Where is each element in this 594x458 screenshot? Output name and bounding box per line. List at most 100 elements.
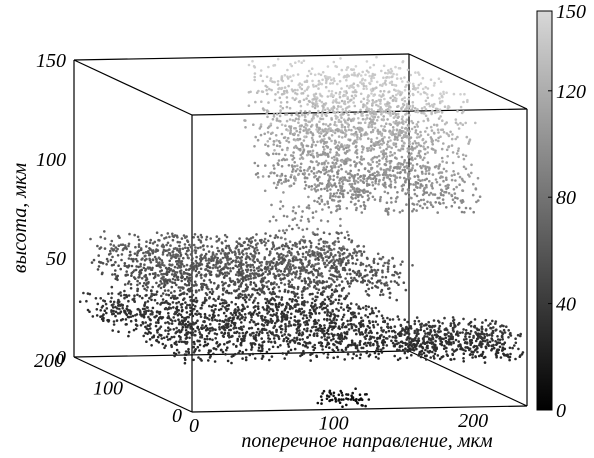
scatter-point xyxy=(271,267,274,270)
scatter-point xyxy=(157,336,160,339)
scatter-point xyxy=(328,298,331,301)
scatter-point xyxy=(259,127,262,130)
scatter-point xyxy=(383,65,386,68)
scatter-point xyxy=(422,145,425,148)
scatter-point xyxy=(385,331,388,334)
scatter-point xyxy=(187,249,190,252)
scatter-point xyxy=(348,87,351,90)
scatter-point xyxy=(236,340,239,343)
scatter-point xyxy=(190,253,193,256)
scatter-point xyxy=(284,323,287,326)
scatter-point xyxy=(269,235,272,238)
scatter-point xyxy=(104,300,107,303)
scatter-point xyxy=(111,304,114,307)
scatter-point xyxy=(274,99,277,102)
scatter-point xyxy=(145,276,148,279)
scatter-point xyxy=(244,313,247,316)
scatter-point xyxy=(187,279,190,282)
scatter-point xyxy=(155,339,158,342)
scatter-point xyxy=(344,298,347,301)
scatter-point xyxy=(171,273,174,276)
scatter-point xyxy=(420,323,423,326)
scatter-point xyxy=(128,233,131,236)
scatter-point xyxy=(369,66,372,69)
scatter-point xyxy=(352,316,355,319)
scatter-point xyxy=(233,322,236,325)
scatter-point xyxy=(372,118,375,121)
scatter-point xyxy=(355,65,358,68)
scatter-point xyxy=(384,284,387,287)
scatter-point xyxy=(281,244,284,247)
scatter-point xyxy=(130,283,133,286)
scatter-point xyxy=(392,73,395,76)
scatter-point xyxy=(451,133,454,136)
scatter-point xyxy=(416,136,419,139)
scatter-point xyxy=(294,120,297,123)
scatter-point xyxy=(314,311,317,314)
scatter-point xyxy=(431,141,434,144)
scatter-point xyxy=(305,246,308,249)
scatter-point xyxy=(324,266,327,269)
scatter-point xyxy=(145,258,148,261)
scatter-point xyxy=(193,299,196,302)
scatter-point xyxy=(231,335,234,338)
scatter-point xyxy=(464,350,467,353)
scatter-point xyxy=(195,249,198,252)
scatter-point xyxy=(333,156,336,159)
scatter-point xyxy=(130,274,133,277)
scatter-point xyxy=(335,319,338,322)
scatter-point xyxy=(254,101,257,104)
scatter-point xyxy=(137,308,140,311)
scatter-point xyxy=(429,356,432,359)
scatter-point xyxy=(295,332,298,335)
scatter-point xyxy=(482,340,485,343)
scatter-point xyxy=(305,344,308,347)
scatter-point xyxy=(106,258,109,261)
scatter-point xyxy=(180,306,183,309)
scatter-point xyxy=(219,265,222,268)
scatter-point xyxy=(402,145,405,148)
scatter-point xyxy=(234,250,237,253)
scatter-point xyxy=(323,318,326,321)
scatter-point xyxy=(358,73,361,76)
scatter-point xyxy=(271,308,274,311)
scatter-point xyxy=(304,110,307,113)
scatter-point xyxy=(324,298,327,301)
scatter-point xyxy=(320,344,323,347)
scatter-point xyxy=(427,87,430,90)
scatter-point xyxy=(424,332,427,335)
scatter-point xyxy=(277,91,280,94)
scatter-point xyxy=(451,336,454,339)
scatter-point xyxy=(270,298,273,301)
scatter-point xyxy=(298,115,301,118)
scatter-point xyxy=(387,140,390,143)
scatter-point xyxy=(346,144,349,147)
scatter-point xyxy=(179,241,182,244)
scatter-point xyxy=(347,353,350,356)
scatter-point xyxy=(97,254,100,257)
scatter-point xyxy=(154,275,157,278)
scatter-point xyxy=(382,317,385,320)
scatter-point xyxy=(441,322,444,325)
scatter-point xyxy=(382,293,385,296)
scatter-point xyxy=(323,231,326,234)
scatter-point xyxy=(365,265,368,268)
scatter-point xyxy=(319,135,322,138)
scatter-point xyxy=(401,118,404,121)
scatter-point xyxy=(299,125,302,128)
scatter-point xyxy=(340,295,343,298)
scatter-point xyxy=(295,130,298,133)
scatter-point xyxy=(423,148,426,151)
scatter-point xyxy=(412,105,415,108)
scatter-point xyxy=(292,264,295,267)
scatter-point xyxy=(315,287,318,290)
scatter-point xyxy=(318,73,321,76)
scatter-point xyxy=(190,279,193,282)
scatter-point xyxy=(346,320,349,323)
scatter-point xyxy=(431,110,434,113)
scatter-point xyxy=(263,258,266,261)
scatter-point xyxy=(267,66,270,69)
scatter-point xyxy=(185,268,188,271)
scatter-point xyxy=(460,348,463,351)
scatter-point xyxy=(329,325,332,328)
